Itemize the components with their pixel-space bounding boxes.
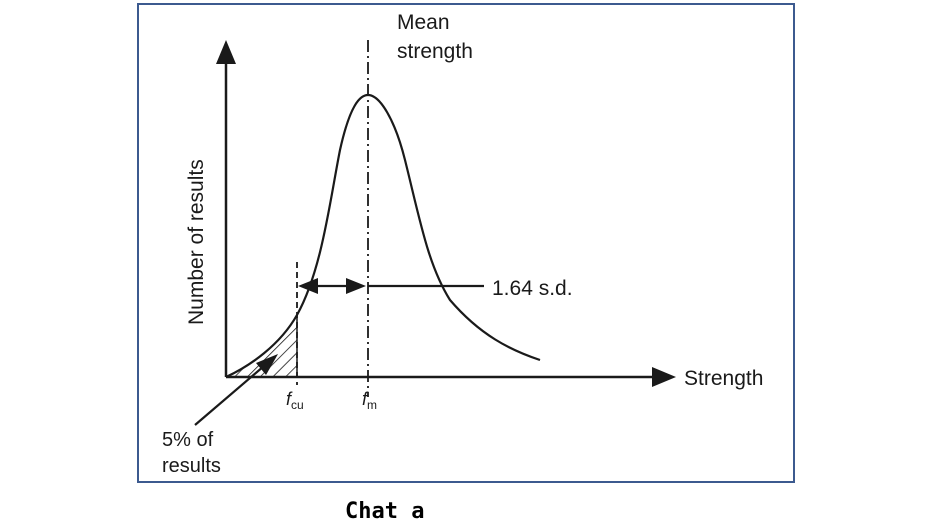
fcu-label-main: f bbox=[286, 389, 293, 409]
mean-label-line1: Mean bbox=[397, 11, 450, 34]
figure-caption: Chat a bbox=[345, 499, 424, 524]
tail-pointer-arrow bbox=[194, 354, 278, 426]
tail-label-line2: results bbox=[162, 455, 221, 477]
x-axis-arrowhead bbox=[652, 367, 676, 387]
fcu-label: fcu bbox=[286, 389, 304, 412]
fm-label-main: f bbox=[362, 389, 369, 409]
fm-label: fm bbox=[362, 389, 377, 412]
mean-label-line2: strength bbox=[397, 40, 473, 63]
fcu-label-sub: cu bbox=[291, 398, 304, 412]
x-axis-label: Strength bbox=[684, 367, 763, 390]
y-axis-label: Number of results bbox=[185, 159, 208, 325]
sd-label: 1.64 s.d. bbox=[492, 277, 573, 300]
tail-label-line1: 5% of bbox=[162, 429, 214, 451]
sd-arrow bbox=[298, 278, 484, 294]
y-axis-arrowhead bbox=[216, 40, 236, 64]
fm-label-sub: m bbox=[367, 398, 377, 412]
figure-frame bbox=[137, 3, 795, 483]
